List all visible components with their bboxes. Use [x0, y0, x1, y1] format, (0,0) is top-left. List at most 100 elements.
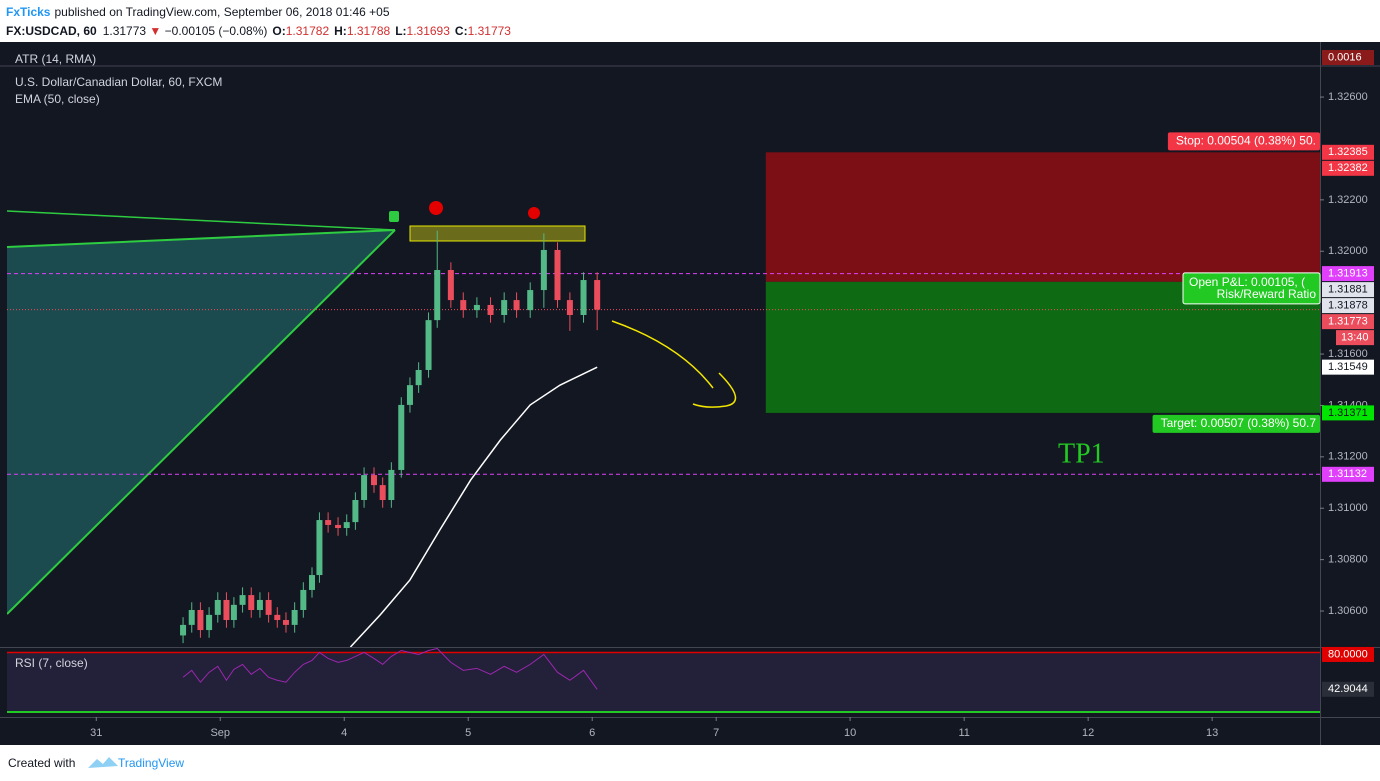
candle-body — [230, 604, 237, 621]
y-tick-label: 1.30600 — [1328, 605, 1368, 617]
candle-body — [379, 485, 386, 501]
candle-body — [316, 520, 323, 576]
price-label: 1.32382 — [1328, 162, 1368, 174]
x-tick-label: 10 — [844, 727, 856, 739]
y-tick-label: 1.31600 — [1328, 348, 1368, 360]
candle-body — [188, 609, 195, 625]
candle-body — [425, 320, 432, 370]
candle-body — [554, 249, 561, 301]
stop-label-box — [1167, 132, 1320, 151]
rsi-line — [182, 648, 598, 690]
candle-body — [274, 614, 281, 621]
candle-body — [501, 300, 508, 315]
stop-zone — [765, 152, 1320, 282]
candle-body — [300, 589, 307, 610]
candle-body — [309, 575, 316, 590]
ohlc-value: 1.31773 — [467, 24, 511, 38]
target-label-box — [1152, 414, 1320, 433]
candle-body — [415, 369, 422, 386]
arrow-curve — [611, 320, 714, 389]
countdown: 13:40 — [1341, 332, 1369, 344]
y-tick-label: 1.30800 — [1328, 554, 1368, 566]
x-tick-label: Sep — [210, 727, 230, 739]
candle-body — [566, 300, 573, 315]
candle-body — [473, 304, 480, 311]
ema-line — [349, 366, 598, 647]
y-tick-label: 1.32600 — [1328, 91, 1368, 103]
price-label-box — [1322, 266, 1374, 282]
pnl-box — [1182, 272, 1321, 305]
candle-body — [361, 475, 368, 501]
price-label-box — [1322, 282, 1374, 298]
ema-legend: EMA (50, close) — [15, 92, 100, 106]
candle-body — [540, 249, 547, 291]
price-label-box — [1322, 298, 1374, 314]
price-label: 1.31878 — [1328, 300, 1368, 312]
candle-body — [248, 595, 255, 610]
atr-label: 0.0016 — [1328, 51, 1362, 63]
author[interactable]: FxTicks — [6, 5, 51, 19]
ohlc-value: 1.31693 — [406, 24, 450, 38]
y-tick-label: 1.32200 — [1328, 194, 1368, 206]
y-tick-label: 1.31200 — [1328, 451, 1368, 463]
candle-body — [325, 520, 332, 525]
candle-body — [352, 500, 359, 523]
header: FxTicks published on TradingView.com, Sep… — [6, 3, 511, 41]
brand-name[interactable]: TradingView — [118, 756, 184, 770]
pattern-point — [389, 211, 399, 222]
price-label: 1.31549 — [1328, 361, 1368, 373]
x-tick-label: 13 — [1206, 727, 1218, 739]
ohlc-value: 1.31782 — [285, 24, 330, 38]
trend-line — [7, 229, 396, 615]
candle-body — [487, 304, 494, 315]
ohlc-label: C: — [454, 24, 468, 38]
candle-body — [223, 599, 230, 621]
y-tick-label: 1.32000 — [1328, 245, 1368, 257]
symbol: FX:USDCAD, 60 — [6, 24, 97, 38]
rsi-upper-label: 80.0000 — [1328, 648, 1368, 660]
candle-body — [265, 599, 272, 615]
x-tick-label: 31 — [90, 727, 102, 739]
candle-body — [580, 280, 587, 315]
price-label: 1.32385 — [1328, 146, 1368, 158]
candle-body — [206, 614, 213, 631]
ohlc-label: H: — [334, 24, 347, 38]
rr-label: Risk/Reward Ratio — [1217, 287, 1317, 301]
candle-body — [239, 595, 246, 605]
rsi-upper-box — [1322, 646, 1374, 662]
candle-body — [335, 524, 342, 529]
price-label: 1.31881 — [1328, 284, 1368, 296]
trend-line — [7, 210, 396, 231]
quote-line: FX:USDCAD, 60 1.31773 ▼ −0.00105 (−0.08%)… — [6, 22, 511, 41]
candle-body — [180, 624, 187, 636]
candle-body — [513, 300, 520, 311]
candle-body — [398, 404, 405, 470]
price-label: 1.31371 — [1328, 407, 1368, 419]
atr-legend: ATR (14, RMA) — [15, 52, 96, 66]
candle-body — [343, 522, 350, 529]
x-tick-label: 5 — [465, 727, 471, 739]
x-tick-label: 12 — [1082, 727, 1094, 739]
footer-text: Created with — [8, 756, 75, 770]
candle-body — [214, 599, 221, 615]
rsi-pane — [7, 648, 1320, 714]
price-label-box — [1322, 144, 1374, 160]
top-marker — [429, 201, 443, 215]
published: published on TradingView.com, September … — [54, 5, 390, 19]
rsi-band — [7, 652, 1320, 713]
publish-line: FxTicks published on TradingView.com, Sep… — [6, 3, 511, 22]
atr-label-box — [1322, 50, 1374, 65]
rsi-legend: RSI (7, close) — [15, 656, 88, 670]
price-label-box — [1322, 160, 1374, 176]
ohlc-value: 1.31788 — [346, 24, 391, 38]
candle-body — [291, 609, 298, 625]
countdown-box — [1336, 330, 1374, 346]
x-tick-label: 6 — [589, 727, 595, 739]
x-tick-label: 7 — [713, 727, 719, 739]
y-tick-label: 1.31000 — [1328, 502, 1368, 514]
candle-body — [434, 270, 441, 321]
stop-label: Stop: 0.00504 (0.38%) 50. — [1176, 133, 1316, 147]
candle-body — [282, 620, 289, 625]
